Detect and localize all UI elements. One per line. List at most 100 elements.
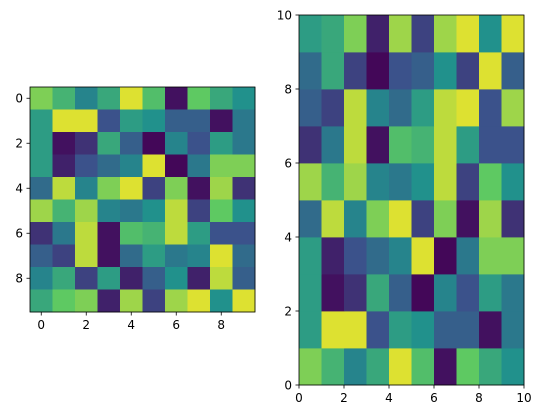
left-heatmap-cell-r2-c2 <box>75 132 98 155</box>
left-heatmap-cell-r0-c6 <box>165 87 188 110</box>
right-heatmap-cell-r8-c7 <box>456 52 480 90</box>
right-heatmap-cell-r7-c5 <box>411 89 435 127</box>
left-heatmap-cell-r3-c1 <box>52 154 76 178</box>
right-heatmap-x-ticks: 0 2 4 6 8 10 <box>295 385 532 405</box>
right-heatmap-x-tick-label-1: 2 <box>340 391 348 405</box>
left-heatmap-cell-r5-c6 <box>165 199 188 223</box>
left-heatmap-cell-r8-c3 <box>97 267 121 290</box>
left-heatmap-panel: 0 2 4 6 8 0 2 4 6 8 <box>15 86 256 332</box>
right-heatmap-cell-r3-c9 <box>501 237 525 275</box>
right-heatmap-cell-r1-c7 <box>456 311 480 349</box>
left-heatmap-cell-r6-c6 <box>165 222 188 245</box>
left-heatmap-cell-r3-c8 <box>210 154 233 178</box>
right-heatmap-cell-r5-c6 <box>434 163 457 201</box>
right-heatmap-y-tick-label-4: 8 <box>284 82 292 96</box>
left-heatmap-cell-r7-c8 <box>210 244 233 268</box>
left-heatmap-cell-r0-c4 <box>120 87 143 110</box>
left-heatmap-cell-r7-c9 <box>232 244 256 268</box>
left-heatmap-cell-r0-c2 <box>75 87 98 110</box>
left-heatmap-cell-r4-c6 <box>165 177 188 200</box>
left-heatmap-cell-r8-c9 <box>232 267 256 290</box>
right-heatmap-cell-r1-c9 <box>501 311 525 349</box>
right-heatmap-cell-r9-c2 <box>344 15 367 53</box>
right-heatmap-cell-r8-c3 <box>366 52 390 90</box>
right-heatmap-cell-r7-c7 <box>456 89 480 127</box>
left-heatmap-cell-r9-c0 <box>30 289 53 313</box>
right-heatmap-cell-r2-c6 <box>434 274 457 312</box>
left-heatmap-cell-r4-c2 <box>75 177 98 200</box>
left-heatmap-x-tick-label-1: 2 <box>82 318 90 332</box>
left-heatmap-cell-r2-c1 <box>52 132 76 155</box>
right-heatmap-cell-r4-c9 <box>501 200 525 238</box>
right-heatmap-frame <box>298 14 525 386</box>
right-heatmap-cell-r2-c3 <box>366 274 390 312</box>
right-heatmap-cell-r6-c4 <box>389 126 412 164</box>
left-heatmap-cell-r5-c4 <box>120 199 143 223</box>
right-heatmap-cell-r5-c1 <box>321 163 345 201</box>
right-heatmap-y-ticks: 0 2 4 6 8 10 <box>277 8 299 392</box>
right-heatmap-cell-r6-c9 <box>501 126 525 164</box>
right-heatmap-cell-r6-c6 <box>434 126 457 164</box>
right-heatmap-y-tick-label-1: 2 <box>284 304 292 318</box>
left-heatmap-cell-r0-c3 <box>97 87 121 110</box>
right-heatmap-cell-r2-c5 <box>411 274 435 312</box>
left-heatmap-x-ticks: 0 2 4 6 8 <box>37 312 225 332</box>
left-heatmap-cell-r6-c5 <box>142 222 166 245</box>
right-heatmap-cell-r4-c4 <box>389 200 412 238</box>
right-heatmap-cell-r8-c6 <box>434 52 457 90</box>
right-heatmap-x-tick-label-5: 10 <box>516 391 531 405</box>
left-heatmap-cell-r7-c0 <box>30 244 53 268</box>
left-heatmap-cell-r2-c8 <box>210 132 233 155</box>
left-heatmap-cell-r4-c9 <box>232 177 256 200</box>
right-heatmap-cell-r8-c1 <box>321 52 345 90</box>
left-heatmap-cell-r9-c6 <box>165 289 188 313</box>
left-heatmap-cell-r8-c1 <box>52 267 76 290</box>
right-heatmap-cell-r9-c6 <box>434 15 457 53</box>
left-heatmap-cell-r4-c0 <box>30 177 53 200</box>
left-heatmap-cell-r7-c5 <box>142 244 166 268</box>
right-heatmap-cell-r2-c2 <box>344 274 367 312</box>
left-heatmap-cell-r0-c9 <box>232 87 256 110</box>
right-heatmap-cell-r1-c8 <box>479 311 502 349</box>
left-heatmap-cell-r4-c4 <box>120 177 143 200</box>
left-heatmap-cell-r8-c8 <box>210 267 233 290</box>
left-heatmap-x-tick-label-4: 8 <box>217 318 225 332</box>
left-heatmap-cell-r1-c3 <box>97 109 121 133</box>
left-heatmap-cell-r3-c3 <box>97 154 121 178</box>
right-heatmap-cell-r0-c5 <box>411 348 435 386</box>
left-heatmap-cell-r2-c9 <box>232 132 256 155</box>
left-heatmap-cell-r5-c7 <box>187 199 211 223</box>
left-heatmap-cell-r0-c7 <box>187 87 211 110</box>
right-heatmap-cell-r2-c0 <box>299 274 322 312</box>
left-heatmap-cell-r6-c3 <box>97 222 121 245</box>
right-heatmap-cell-r6-c1 <box>321 126 345 164</box>
right-heatmap-cell-r9-c4 <box>389 15 412 53</box>
left-heatmap-cell-r5-c9 <box>232 199 256 223</box>
right-heatmap-cell-r0-c3 <box>366 348 390 386</box>
left-heatmap-cell-r2-c3 <box>97 132 121 155</box>
right-heatmap-cell-r0-c2 <box>344 348 367 386</box>
right-heatmap-cell-r3-c4 <box>389 237 412 275</box>
right-heatmap-cell-r5-c4 <box>389 163 412 201</box>
right-heatmap-cell-r2-c1 <box>321 274 345 312</box>
right-heatmap-cell-r8-c8 <box>479 52 502 90</box>
right-heatmap-cell-r8-c9 <box>501 52 525 90</box>
left-heatmap-cell-r7-c6 <box>165 244 188 268</box>
right-heatmap-cell-r5-c8 <box>479 163 502 201</box>
left-heatmap-cell-r5-c5 <box>142 199 166 223</box>
left-heatmap-cell-r7-c7 <box>187 244 211 268</box>
left-heatmap-cell-r3-c2 <box>75 154 98 178</box>
right-heatmap-cell-r4-c5 <box>411 200 435 238</box>
right-heatmap-cell-r5-c3 <box>366 163 390 201</box>
right-heatmap-cell-r1-c5 <box>411 311 435 349</box>
left-heatmap-cell-r4-c3 <box>97 177 121 200</box>
right-heatmap-cell-r1-c6 <box>434 311 457 349</box>
left-heatmap-cell-r7-c1 <box>52 244 76 268</box>
left-heatmap-cell-r0-c0 <box>30 87 53 110</box>
right-heatmap-cell-r7-c8 <box>479 89 502 127</box>
left-heatmap-cell-r5-c2 <box>75 199 98 223</box>
left-heatmap-cell-r6-c9 <box>232 222 256 245</box>
right-heatmap-cell-r4-c1 <box>321 200 345 238</box>
right-heatmap-cells <box>299 15 525 386</box>
